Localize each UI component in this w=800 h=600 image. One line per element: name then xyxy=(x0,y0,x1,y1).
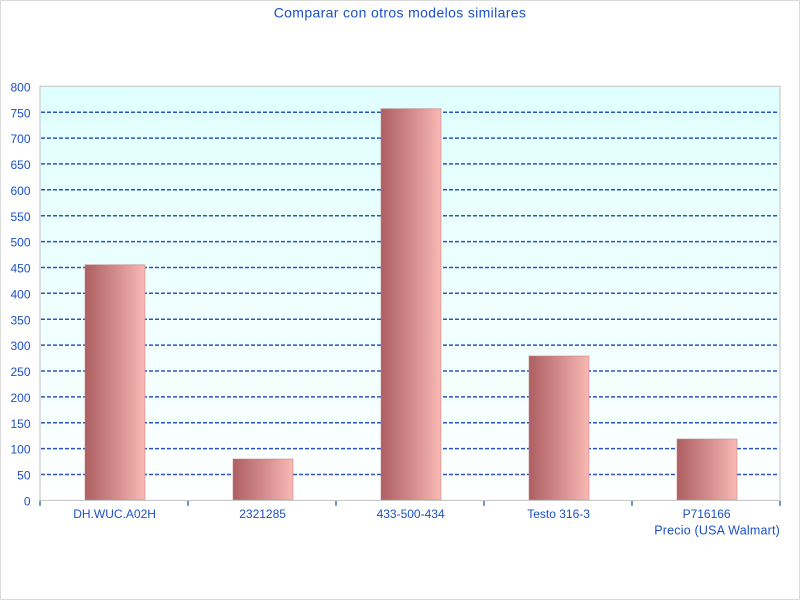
svg-text:350: 350 xyxy=(10,313,30,327)
svg-text:450: 450 xyxy=(10,262,30,276)
svg-text:Comparar con otros modelos sim: Comparar con otros modelos similares xyxy=(274,5,527,21)
svg-text:2321285: 2321285 xyxy=(239,507,286,521)
svg-text:250: 250 xyxy=(10,365,30,379)
svg-text:800: 800 xyxy=(10,80,30,94)
svg-text:P716166: P716166 xyxy=(683,507,731,521)
svg-text:600: 600 xyxy=(10,184,30,198)
svg-text:DH.WUC.A02H: DH.WUC.A02H xyxy=(73,507,156,521)
svg-text:Precio (USA Walmart): Precio (USA Walmart) xyxy=(654,524,780,538)
svg-text:Testo 316-3: Testo 316-3 xyxy=(527,507,590,521)
svg-text:400: 400 xyxy=(10,287,30,301)
svg-text:750: 750 xyxy=(10,106,30,120)
svg-text:50: 50 xyxy=(17,469,31,483)
svg-text:100: 100 xyxy=(10,443,30,457)
svg-text:300: 300 xyxy=(10,339,30,353)
svg-text:200: 200 xyxy=(10,391,30,405)
svg-text:700: 700 xyxy=(10,132,30,146)
svg-text:433-500-434: 433-500-434 xyxy=(377,507,445,521)
svg-text:650: 650 xyxy=(10,158,30,172)
svg-text:0: 0 xyxy=(24,495,31,509)
svg-text:500: 500 xyxy=(10,236,30,250)
svg-text:150: 150 xyxy=(10,417,30,431)
svg-text:550: 550 xyxy=(10,210,30,224)
